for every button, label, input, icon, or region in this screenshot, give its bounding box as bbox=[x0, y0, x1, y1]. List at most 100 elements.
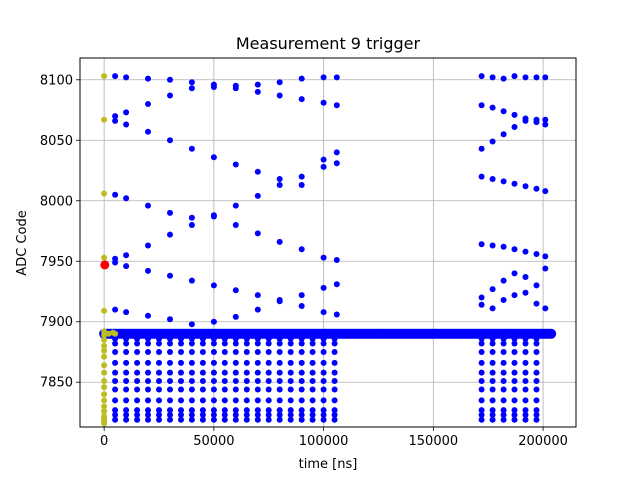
lower-stripe-point bbox=[533, 359, 540, 366]
lower-stripe-point bbox=[489, 340, 496, 347]
upper-trace-point bbox=[489, 286, 496, 293]
upper-trace-point bbox=[232, 202, 239, 209]
lower-stripe-point bbox=[276, 416, 283, 423]
lower-stripe-point bbox=[287, 369, 294, 376]
lower-stripe-point bbox=[265, 369, 272, 376]
lower-stripe-point bbox=[522, 411, 529, 418]
lower-stripe-point bbox=[167, 369, 173, 376]
lower-stripe-point bbox=[145, 416, 151, 423]
initial-sample-point bbox=[101, 336, 108, 343]
lower-stripe-point bbox=[511, 378, 518, 384]
upper-trace-point bbox=[276, 92, 283, 99]
lower-stripe-point bbox=[533, 411, 540, 418]
lower-stripe-point bbox=[320, 340, 327, 347]
lower-stripe-point bbox=[287, 411, 294, 418]
upper-trace-point bbox=[123, 195, 130, 202]
lower-stripe-point bbox=[511, 411, 518, 418]
lower-stripe-point bbox=[188, 397, 195, 404]
lower-stripe-point bbox=[156, 411, 162, 418]
upper-trace-point bbox=[123, 263, 130, 270]
lower-stripe-point bbox=[500, 397, 507, 404]
lower-stripe-point bbox=[500, 416, 507, 423]
upper-trace-point bbox=[298, 182, 305, 188]
upper-trace-point bbox=[254, 192, 261, 199]
lower-stripe-point bbox=[511, 340, 518, 347]
lower-stripe-point bbox=[243, 359, 250, 366]
upper-trace-point bbox=[145, 312, 151, 319]
upper-trace-point bbox=[167, 137, 173, 144]
lower-stripe-point bbox=[134, 335, 141, 342]
lower-stripe-point bbox=[331, 369, 338, 376]
lower-stripe-point bbox=[134, 359, 141, 366]
lower-stripe-point bbox=[221, 335, 228, 342]
initial-sample-point bbox=[101, 342, 108, 349]
upper-trace-point bbox=[188, 277, 195, 284]
upper-trace-point bbox=[489, 104, 496, 111]
upper-trace-point bbox=[333, 160, 340, 167]
plot-frame bbox=[79, 57, 577, 428]
upper-trace-point bbox=[298, 96, 305, 103]
lower-stripe-point bbox=[145, 359, 151, 366]
x-axis-label: time [ns] bbox=[299, 457, 358, 472]
lower-stripe-point bbox=[112, 349, 119, 355]
upper-trace-point bbox=[333, 74, 340, 81]
lower-stripe-point bbox=[287, 397, 294, 404]
lower-stripe-point bbox=[167, 349, 173, 355]
lower-stripe-point bbox=[112, 359, 119, 366]
lower-stripe-point bbox=[522, 349, 529, 355]
lower-stripe-point bbox=[489, 386, 496, 393]
upper-trace-point bbox=[188, 145, 195, 152]
initial-sample-point bbox=[112, 330, 119, 337]
lower-stripe-point bbox=[145, 340, 151, 347]
lower-stripe-point bbox=[232, 378, 239, 384]
lower-stripe-point bbox=[243, 335, 250, 342]
lower-stripe-point bbox=[145, 386, 151, 393]
lower-stripe-point bbox=[210, 378, 217, 384]
lower-stripe-point bbox=[167, 378, 173, 384]
lower-stripe-point bbox=[199, 349, 206, 355]
lower-stripe-point bbox=[533, 407, 540, 414]
lower-stripe-point bbox=[210, 340, 217, 347]
lower-stripe-point bbox=[309, 411, 316, 418]
lower-stripe-point bbox=[232, 411, 239, 418]
upper-trace-point bbox=[298, 173, 305, 180]
lower-stripe-point bbox=[265, 340, 272, 347]
upper-trace-point bbox=[522, 117, 529, 124]
upper-trace-point bbox=[500, 75, 507, 82]
lower-stripe-point bbox=[123, 416, 130, 423]
lower-stripe-point bbox=[489, 335, 496, 342]
upper-trace-point bbox=[511, 270, 518, 277]
lower-stripe-point bbox=[533, 369, 540, 376]
upper-trace-point bbox=[188, 214, 195, 221]
lower-stripe-point bbox=[112, 335, 119, 342]
upper-trace-point bbox=[167, 231, 173, 238]
lower-stripe-point bbox=[265, 359, 272, 366]
lower-stripe-point bbox=[221, 359, 228, 366]
lower-stripe-point bbox=[298, 359, 305, 366]
upper-trace-point bbox=[522, 289, 529, 296]
lower-stripe-point bbox=[500, 359, 507, 366]
lower-stripe-point bbox=[522, 407, 529, 414]
upper-trace-point bbox=[112, 259, 119, 266]
lower-stripe-point bbox=[320, 378, 327, 384]
lower-stripe-point bbox=[276, 386, 283, 393]
upper-trace-point bbox=[276, 176, 283, 182]
lower-stripe-point bbox=[500, 340, 507, 347]
upper-trace-point bbox=[489, 138, 496, 145]
lower-stripe-point bbox=[298, 335, 305, 342]
upper-trace-point bbox=[320, 99, 327, 106]
lower-stripe-point bbox=[188, 359, 195, 366]
lower-stripe-point bbox=[478, 378, 485, 384]
lower-stripe-point bbox=[522, 359, 529, 366]
initial-sample-point bbox=[101, 353, 108, 360]
initial-sample-point bbox=[101, 408, 108, 415]
lower-stripe-point bbox=[533, 349, 540, 355]
trigger-point bbox=[100, 260, 110, 270]
lower-stripe-point bbox=[145, 349, 151, 355]
initial-sample-point bbox=[101, 190, 108, 197]
upper-trace-point bbox=[478, 173, 485, 180]
lower-stripe-point bbox=[178, 335, 184, 342]
lower-stripe-point bbox=[134, 397, 141, 404]
upper-trace-point bbox=[478, 301, 485, 308]
initial-sample-point bbox=[101, 307, 108, 314]
